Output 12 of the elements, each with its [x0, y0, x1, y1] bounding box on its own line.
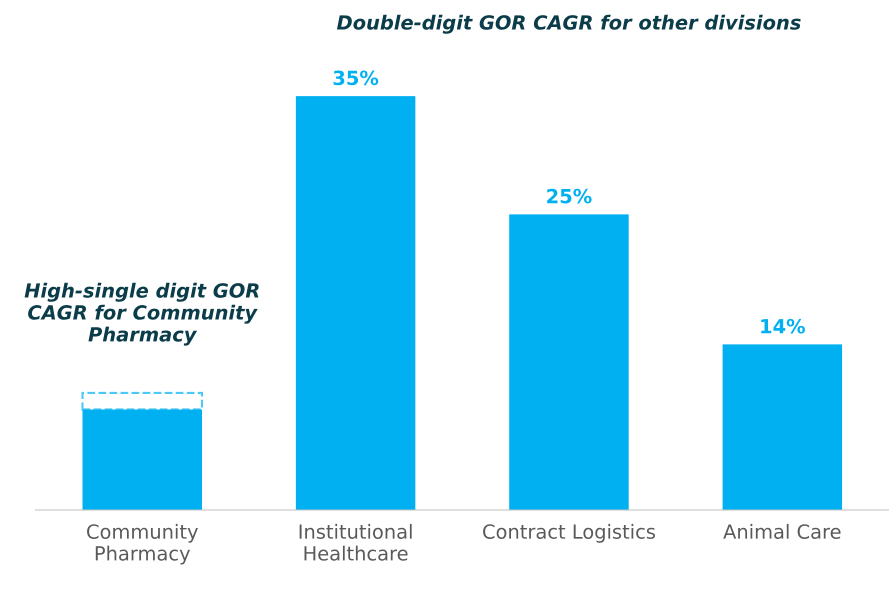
x-tick-label: Contract Logistics	[483, 524, 655, 543]
data-label: 35%	[334, 70, 378, 86]
annotation: High-single digit GOR CAGR for Community Pharmacy	[24, 282, 259, 346]
x-tick-label: Animal Care	[723, 524, 841, 539]
bar	[722, 344, 842, 510]
bar	[296, 96, 416, 510]
data-label: 25%	[547, 188, 592, 204]
bar	[509, 214, 629, 510]
x-tick-label: Community Pharmacy	[87, 524, 198, 564]
data-label: 14%	[761, 318, 805, 334]
chart-title: Double-digit GOR CAGR for other divisions	[336, 14, 801, 34]
x-tick-label: Institutional Healthcare	[300, 524, 412, 561]
